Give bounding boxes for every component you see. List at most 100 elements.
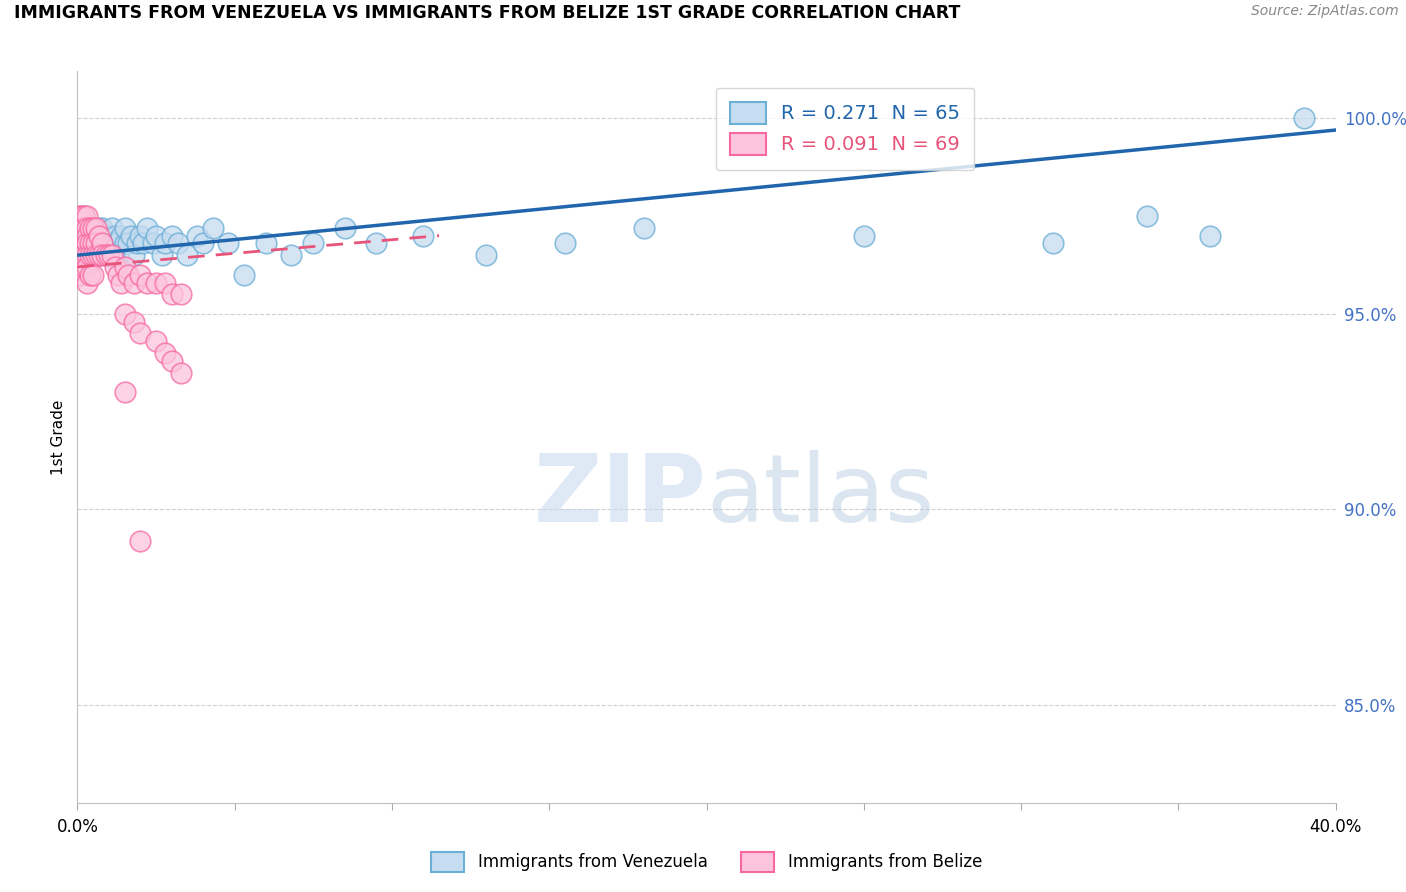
- Point: [104, 228, 127, 243]
- Point: [84, 236, 107, 251]
- Point: [852, 228, 875, 243]
- Point: [72, 248, 94, 262]
- Point: [129, 268, 152, 282]
- Point: [76, 228, 98, 243]
- Point: [145, 276, 167, 290]
- Point: [94, 236, 117, 251]
- Point: [155, 236, 177, 251]
- Point: [69, 248, 91, 262]
- Point: [84, 228, 107, 243]
- Y-axis label: 1st Grade: 1st Grade: [51, 400, 66, 475]
- Point: [79, 228, 101, 243]
- Point: [72, 220, 94, 235]
- Point: [76, 248, 98, 262]
- Point: [114, 260, 136, 274]
- Point: [82, 248, 104, 262]
- Point: [302, 236, 325, 251]
- Point: [160, 228, 183, 243]
- Text: ZIP: ZIP: [534, 450, 707, 541]
- Point: [145, 334, 167, 349]
- Point: [72, 228, 94, 243]
- Point: [366, 236, 388, 251]
- Point: [127, 236, 149, 251]
- Point: [170, 287, 193, 301]
- Point: [82, 220, 104, 235]
- Point: [69, 260, 91, 274]
- Point: [120, 228, 142, 243]
- Point: [1199, 228, 1222, 243]
- Point: [129, 326, 152, 341]
- Point: [69, 248, 91, 262]
- Point: [254, 236, 277, 251]
- Point: [94, 248, 117, 262]
- Point: [76, 276, 98, 290]
- Point: [122, 276, 145, 290]
- Point: [89, 228, 111, 243]
- Point: [101, 220, 124, 235]
- Point: [69, 268, 91, 282]
- Point: [201, 220, 224, 235]
- Point: [82, 220, 104, 235]
- Point: [72, 236, 94, 251]
- Point: [94, 248, 117, 262]
- Point: [170, 366, 193, 380]
- Point: [69, 220, 91, 235]
- Point: [117, 236, 139, 251]
- Point: [69, 220, 91, 235]
- Point: [91, 236, 114, 251]
- Point: [160, 353, 183, 368]
- Point: [69, 248, 91, 262]
- Point: [72, 248, 94, 262]
- Point: [155, 276, 177, 290]
- Point: [72, 209, 94, 223]
- Point: [129, 228, 152, 243]
- Text: Source: ZipAtlas.com: Source: ZipAtlas.com: [1251, 4, 1399, 19]
- Point: [475, 248, 498, 262]
- Point: [84, 248, 107, 262]
- Point: [107, 248, 129, 262]
- Point: [69, 236, 91, 251]
- Point: [69, 236, 91, 251]
- Point: [554, 236, 576, 251]
- Point: [69, 209, 91, 223]
- Point: [135, 276, 157, 290]
- Point: [72, 236, 94, 251]
- Point: [82, 248, 104, 262]
- Point: [145, 228, 167, 243]
- Point: [107, 268, 129, 282]
- Point: [150, 248, 173, 262]
- Point: [280, 248, 302, 262]
- Point: [104, 260, 127, 274]
- Point: [97, 248, 120, 262]
- Point: [412, 228, 434, 243]
- Point: [129, 533, 152, 548]
- Point: [89, 248, 111, 262]
- Point: [122, 248, 145, 262]
- Point: [76, 248, 98, 262]
- Point: [142, 236, 165, 251]
- Point: [72, 209, 94, 223]
- Point: [84, 220, 107, 235]
- Point: [97, 228, 120, 243]
- Point: [82, 236, 104, 251]
- Point: [114, 220, 136, 235]
- Point: [104, 236, 127, 251]
- Point: [79, 248, 101, 262]
- Point: [69, 236, 91, 251]
- Point: [79, 236, 101, 251]
- Point: [76, 236, 98, 251]
- Point: [135, 220, 157, 235]
- Point: [101, 236, 124, 251]
- Point: [72, 260, 94, 274]
- Point: [1042, 236, 1064, 251]
- Point: [76, 209, 98, 223]
- Point: [160, 287, 183, 301]
- Point: [76, 260, 98, 274]
- Text: IMMIGRANTS FROM VENEZUELA VS IMMIGRANTS FROM BELIZE 1ST GRADE CORRELATION CHART: IMMIGRANTS FROM VENEZUELA VS IMMIGRANTS …: [14, 4, 960, 22]
- Point: [82, 268, 104, 282]
- Point: [186, 228, 208, 243]
- Point: [110, 276, 132, 290]
- Point: [191, 236, 215, 251]
- Point: [82, 236, 104, 251]
- Point: [122, 315, 145, 329]
